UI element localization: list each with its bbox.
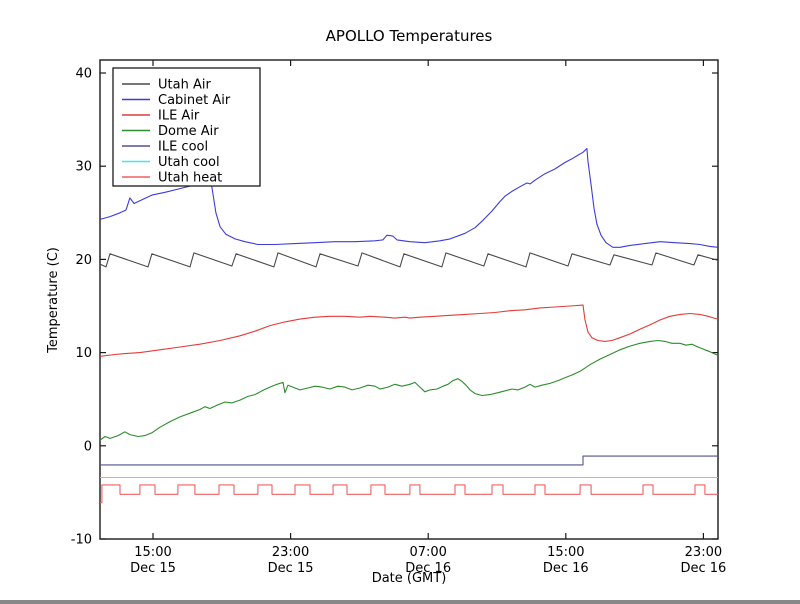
- y-tick-label: 20: [75, 253, 92, 268]
- y-tick-label: 40: [75, 67, 92, 82]
- x-tick-label-time: 23:00: [685, 545, 722, 560]
- y-axis-label: Temperature (C): [46, 247, 61, 354]
- legend-label-utah-cool: Utah cool: [158, 155, 220, 170]
- legend-label-ile-air: ILE Air: [158, 109, 200, 124]
- x-tick-label-time: 15:00: [134, 545, 171, 560]
- data-series: [99, 147, 719, 504]
- series-line-ile-cool: [100, 455, 718, 466]
- legend-label-cabinet-air: Cabinet Air: [158, 93, 231, 108]
- series-line-ile-air: [99, 304, 719, 357]
- y-tick-label: 0: [84, 439, 92, 454]
- legend-label-utah-heat: Utah heat: [158, 171, 222, 186]
- x-tick-label-time: 07:00: [409, 545, 446, 560]
- series-line-utah-air: [99, 252, 719, 268]
- x-tick-label-date: Dec 16: [543, 561, 589, 576]
- x-axis-label: Date (GMT): [372, 571, 447, 586]
- y-tick-label: 30: [75, 160, 92, 175]
- y-tick-label: -10: [71, 533, 92, 548]
- series-line-dome-air: [99, 339, 719, 441]
- x-tick-label-date: Dec 16: [680, 561, 726, 576]
- x-tick-label-time: 23:00: [272, 545, 309, 560]
- plot-frame: [99, 59, 719, 540]
- x-tick-label-time: 15:00: [547, 545, 584, 560]
- legend-label-ile-cool: ILE cool: [158, 140, 208, 155]
- legend-box: [112, 67, 261, 187]
- x-tick-label-date: Dec 15: [268, 561, 314, 576]
- x-tick-label-date: Dec 16: [405, 561, 451, 576]
- x-tick-label-date: Dec 15: [130, 561, 176, 576]
- y-tick-label: 10: [75, 346, 92, 361]
- chart-title: APOLLO Temperatures: [326, 27, 493, 45]
- series-line-utah-heat: [100, 484, 718, 504]
- legend-label-dome-air: Dome Air: [158, 124, 219, 139]
- legend-label-utah-air: Utah Air: [158, 78, 211, 93]
